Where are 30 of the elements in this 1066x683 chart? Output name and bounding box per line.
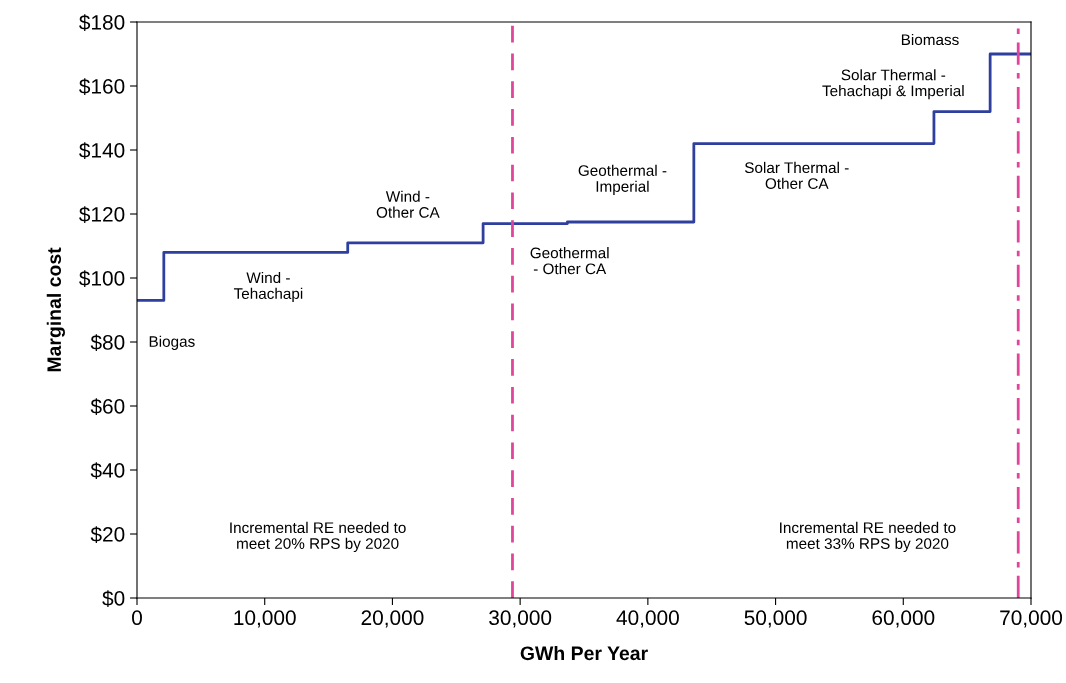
annotation: Geothermal - Other CA (530, 247, 609, 275)
annotation: Wind - Other CA (376, 190, 440, 218)
annotation: Incremental RE needed to meet 33% RPS by 2020 (780, 521, 956, 553)
annotation: Biogas (149, 335, 195, 350)
y-axis-title: Marginal cost (46, 247, 65, 372)
x-tick-label: 60,000 (872, 610, 935, 628)
y-tick-label: $160 (79, 78, 125, 95)
annotation: Solar Thermal - Tehachapi & Imperial (822, 69, 964, 100)
y-tick-label: $20 (90, 526, 125, 543)
x-axis-title: GWh Per Year (520, 645, 648, 661)
y-tick-label: $140 (79, 142, 125, 159)
annotation: Solar Thermal - Other CA (744, 161, 849, 189)
annotation: Wind - Tehachapi (233, 271, 303, 303)
annotation: Incremental RE needed to meet 20% RPS by 2020 (230, 521, 406, 553)
y-tick-label: $80 (90, 334, 125, 351)
x-tick-label: 30,000 (489, 610, 552, 628)
y-tick-label: $120 (79, 206, 125, 223)
annotation: Biomass (901, 33, 959, 46)
y-tick-label: $40 (90, 462, 125, 479)
x-tick-label: 10,000 (234, 610, 296, 628)
x-tick-label: 70,000 (1000, 610, 1063, 628)
x-tick-label: 0 (132, 610, 142, 626)
x-tick-label: 50,000 (744, 610, 807, 628)
y-tick-label: $180 (79, 14, 125, 31)
y-tick-label: $100 (79, 270, 125, 287)
y-tick-label: $60 (90, 398, 125, 415)
annotation: Geothermal - Imperial (578, 164, 667, 195)
y-tick-label: $0 (102, 590, 125, 607)
x-tick-label: 40,000 (616, 610, 679, 628)
x-tick-label: 20,000 (361, 610, 424, 628)
